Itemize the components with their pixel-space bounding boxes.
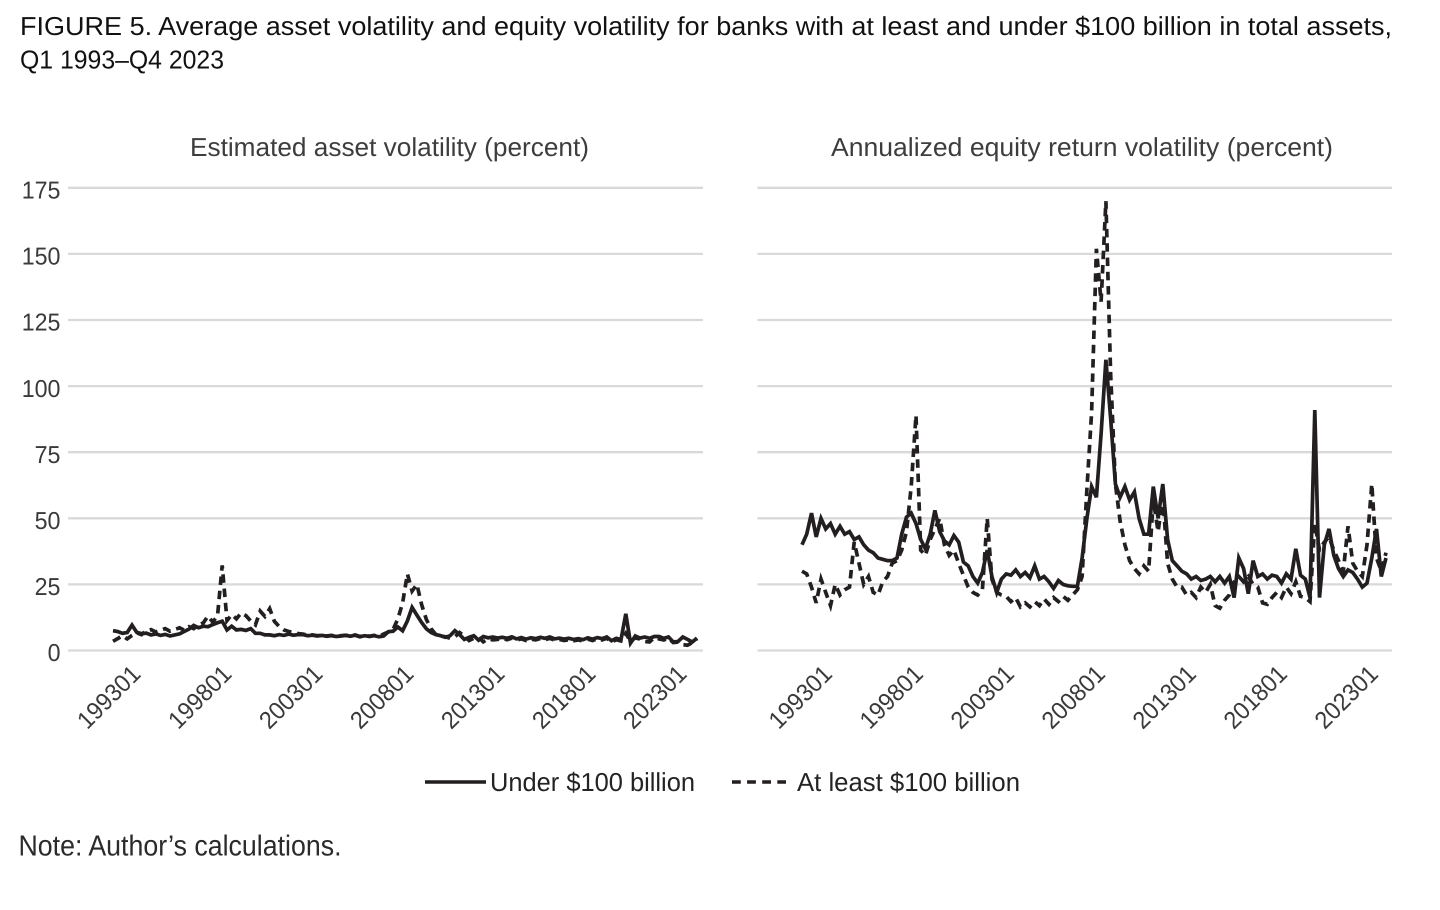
svg-text:201301: 201301	[1128, 661, 1202, 735]
svg-text:150: 150	[22, 244, 61, 271]
svg-text:175: 175	[22, 178, 61, 205]
svg-text:At least $100 billion: At least $100 billion	[797, 767, 1020, 797]
svg-text:200801: 200801	[345, 661, 419, 735]
svg-text:0: 0	[48, 640, 61, 667]
svg-text:100: 100	[22, 376, 61, 403]
svg-text:Estimated asset volatility (pe: Estimated asset volatility (percent)	[190, 132, 589, 162]
svg-text:75: 75	[35, 442, 61, 469]
svg-text:199301: 199301	[72, 661, 146, 735]
svg-text:200301: 200301	[254, 661, 328, 735]
svg-text:FIGURE 5. Average asset volati: FIGURE 5. Average asset volatility and e…	[20, 11, 1392, 41]
svg-text:Q1 1993–Q4 2023: Q1 1993–Q4 2023	[20, 45, 224, 75]
svg-text:25: 25	[35, 574, 61, 601]
svg-text:201801: 201801	[1219, 661, 1293, 735]
svg-text:199801: 199801	[163, 661, 237, 735]
svg-text:202301: 202301	[1310, 661, 1384, 735]
svg-text:50: 50	[35, 508, 61, 535]
svg-text:Annualized equity return volat: Annualized equity return volatility (per…	[831, 132, 1333, 162]
svg-text:201301: 201301	[436, 661, 510, 735]
svg-text:125: 125	[22, 310, 61, 337]
svg-text:200801: 200801	[1037, 661, 1111, 735]
svg-text:199301: 199301	[764, 661, 838, 735]
svg-text:201801: 201801	[527, 661, 601, 735]
svg-text:199801: 199801	[855, 661, 929, 735]
svg-text:200301: 200301	[946, 661, 1020, 735]
svg-text:Note: Author’s calculations.: Note: Author’s calculations.	[19, 830, 342, 862]
svg-text:202301: 202301	[618, 661, 692, 735]
svg-text:Under $100 billion: Under $100 billion	[490, 767, 695, 797]
